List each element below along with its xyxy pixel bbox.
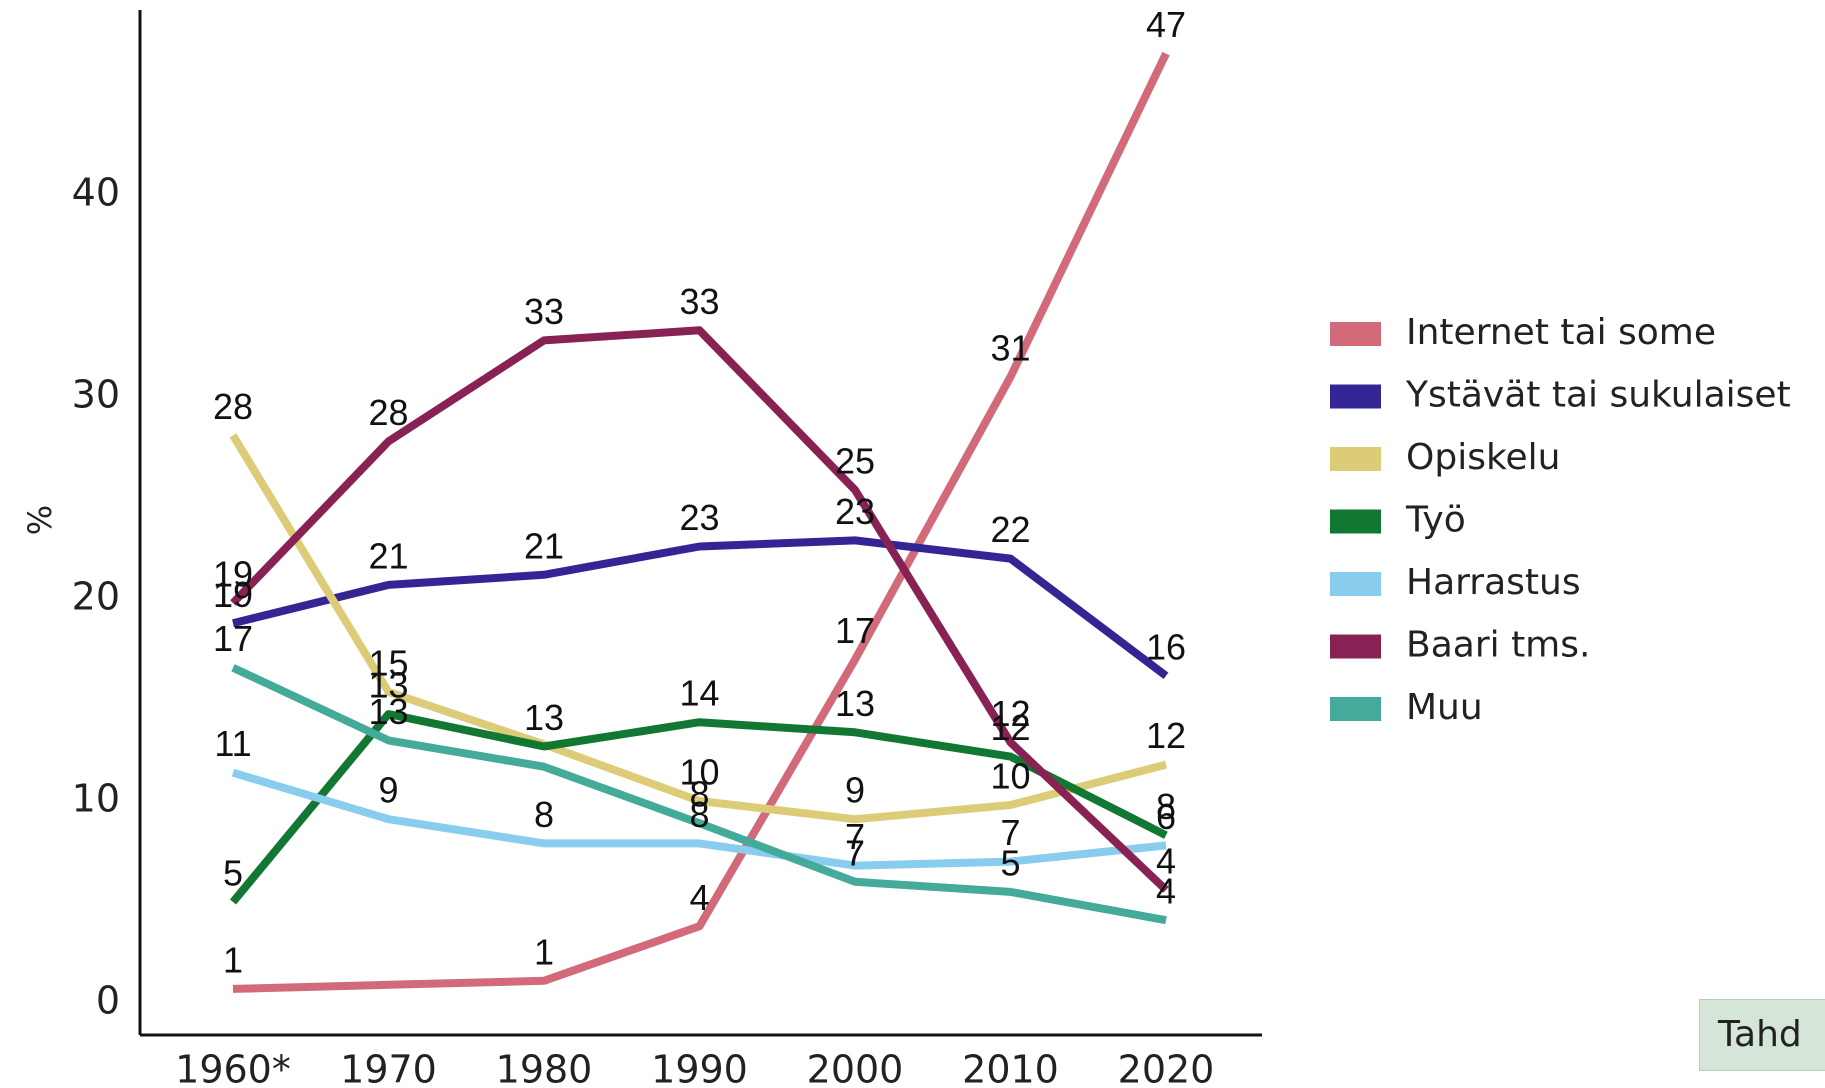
data-label-s2-p5: 10 (990, 756, 1030, 797)
legend-label-1: Ystävät tai sukulaiset (1405, 375, 1791, 416)
data-label-s1-p4: 23 (835, 491, 875, 532)
x-tick-labels: 1960* 1970 1980 1990 2000 2010 2020 (175, 1048, 1214, 1088)
x-tick-label-2020: 2020 (1118, 1048, 1215, 1088)
data-label-s1-p2: 21 (524, 525, 564, 566)
x-tick-label-1980: 1980 (496, 1048, 593, 1088)
data-label-s0-p4: 17 (835, 610, 875, 651)
y-tick-label-30: 30 (72, 373, 120, 417)
data-label-s2-p0: 28 (213, 386, 253, 427)
x-tick-label-2000: 2000 (807, 1048, 904, 1088)
data-label-s4-p2: 8 (534, 794, 554, 835)
data-label-s5-p1: 28 (368, 392, 408, 433)
data-label-s5-p0: 19 (213, 554, 253, 595)
data-label-s1-p6: 16 (1146, 626, 1186, 667)
data-label-s2-p1: 15 (368, 642, 408, 683)
legend-swatch-0 (1330, 322, 1381, 346)
data-label-s3-p1: 13 (368, 665, 408, 706)
series-line-2 (229, 433, 1168, 824)
data-label-s1-p1: 21 (368, 535, 408, 576)
legend-swatch-3 (1330, 509, 1381, 534)
data-label-s0-p6: 47 (1146, 4, 1186, 45)
legend-label-6: Muu (1406, 687, 1483, 728)
legend-label-4: Harrastus (1406, 562, 1581, 603)
x-tick-label-1970: 1970 (340, 1048, 437, 1088)
data-label-s2-p6: 12 (1146, 715, 1186, 756)
data-label-s5-p5: 12 (990, 693, 1030, 734)
data-label-s3-p6: 8 (1156, 786, 1176, 827)
legend-label-3: Työ (1405, 500, 1466, 541)
data-label-s3-p0: 5 (223, 853, 243, 894)
data-label-s3-p4: 13 (835, 683, 875, 724)
y-tick-label-20: 20 (72, 575, 120, 619)
legend: Internet tai some Ystävät tai sukulaiset O… (1330, 312, 1791, 728)
legend-label-5: Baari tms. (1406, 625, 1590, 666)
data-label-s0-p2: 1 (534, 931, 554, 972)
series-line-0 (232, 51, 1170, 993)
data-label-s4-p0: 11 (214, 723, 251, 764)
data-label-s6-p3: 8 (689, 774, 709, 815)
series-line-5 (230, 326, 1169, 893)
y-tick-labels: 0 10 20 30 40 (72, 171, 120, 1023)
legend-swatch-2 (1330, 447, 1381, 471)
data-label-s6-p6: 4 (1156, 871, 1176, 912)
legend-swatch-5 (1330, 634, 1381, 659)
data-label-s2-p4: 9 (845, 770, 865, 811)
x-tick-label-1960: 1960* (175, 1048, 291, 1088)
series-line-3 (229, 710, 1168, 905)
data-label-s6-p1: 13 (368, 691, 408, 732)
data-label-s2-p3: 10 (679, 752, 719, 793)
x-tick-label-1990: 1990 (651, 1048, 748, 1088)
data-label-s1-p0: 19 (213, 574, 253, 615)
y-axis-title: % (21, 505, 59, 535)
data-label-s3-p5: 12 (990, 707, 1030, 748)
series-line-4 (231, 768, 1167, 870)
series-line-1 (232, 536, 1169, 679)
legend-label-2: Opiskelu (1406, 437, 1560, 478)
data-label-s3-p2: 13 (524, 697, 564, 738)
data-label-s5-p6: 4 (1156, 840, 1176, 881)
corner-tag[interactable]: Tahd (1699, 999, 1825, 1071)
data-label-s5-p2: 33 (524, 291, 564, 332)
data-label-s0-p0: 1 (223, 939, 243, 980)
series-line-6 (231, 664, 1167, 925)
data-label-s4-p5: 7 (1000, 812, 1020, 853)
data-label-s0-p3: 4 (689, 877, 709, 918)
data-label-s5-p3: 33 (679, 281, 719, 322)
data-label-s4-p3: 8 (689, 794, 709, 835)
legend-swatch-4 (1330, 572, 1381, 596)
y-tick-label-0: 0 (96, 979, 120, 1023)
data-label-s3-p3: 14 (679, 673, 719, 714)
x-tick-label-2010: 2010 (962, 1048, 1059, 1088)
legend-swatch-6 (1330, 697, 1381, 721)
data-label-s6-p0: 17 (213, 618, 253, 659)
data-label-s1-p3: 23 (679, 497, 719, 538)
data-label-s1-p5: 22 (990, 509, 1030, 550)
data-label-s6-p5: 5 (1000, 842, 1020, 883)
y-tick-label-10: 10 (72, 777, 120, 821)
data-label-s4-p1: 9 (378, 770, 398, 811)
legend-swatch-1 (1330, 384, 1381, 409)
data-label-s5-p4: 25 (835, 440, 875, 481)
data-label-s6-p4: 7 (845, 832, 865, 873)
data-label-s4-p4: 7 (845, 816, 865, 857)
series-lines (229, 51, 1170, 993)
legend-label-0: Internet tai some (1406, 312, 1716, 353)
data-label-s4-p6: 6 (1156, 796, 1176, 837)
data-label-s0-p5: 31 (990, 327, 1030, 368)
y-tick-label-40: 40 (72, 171, 120, 215)
